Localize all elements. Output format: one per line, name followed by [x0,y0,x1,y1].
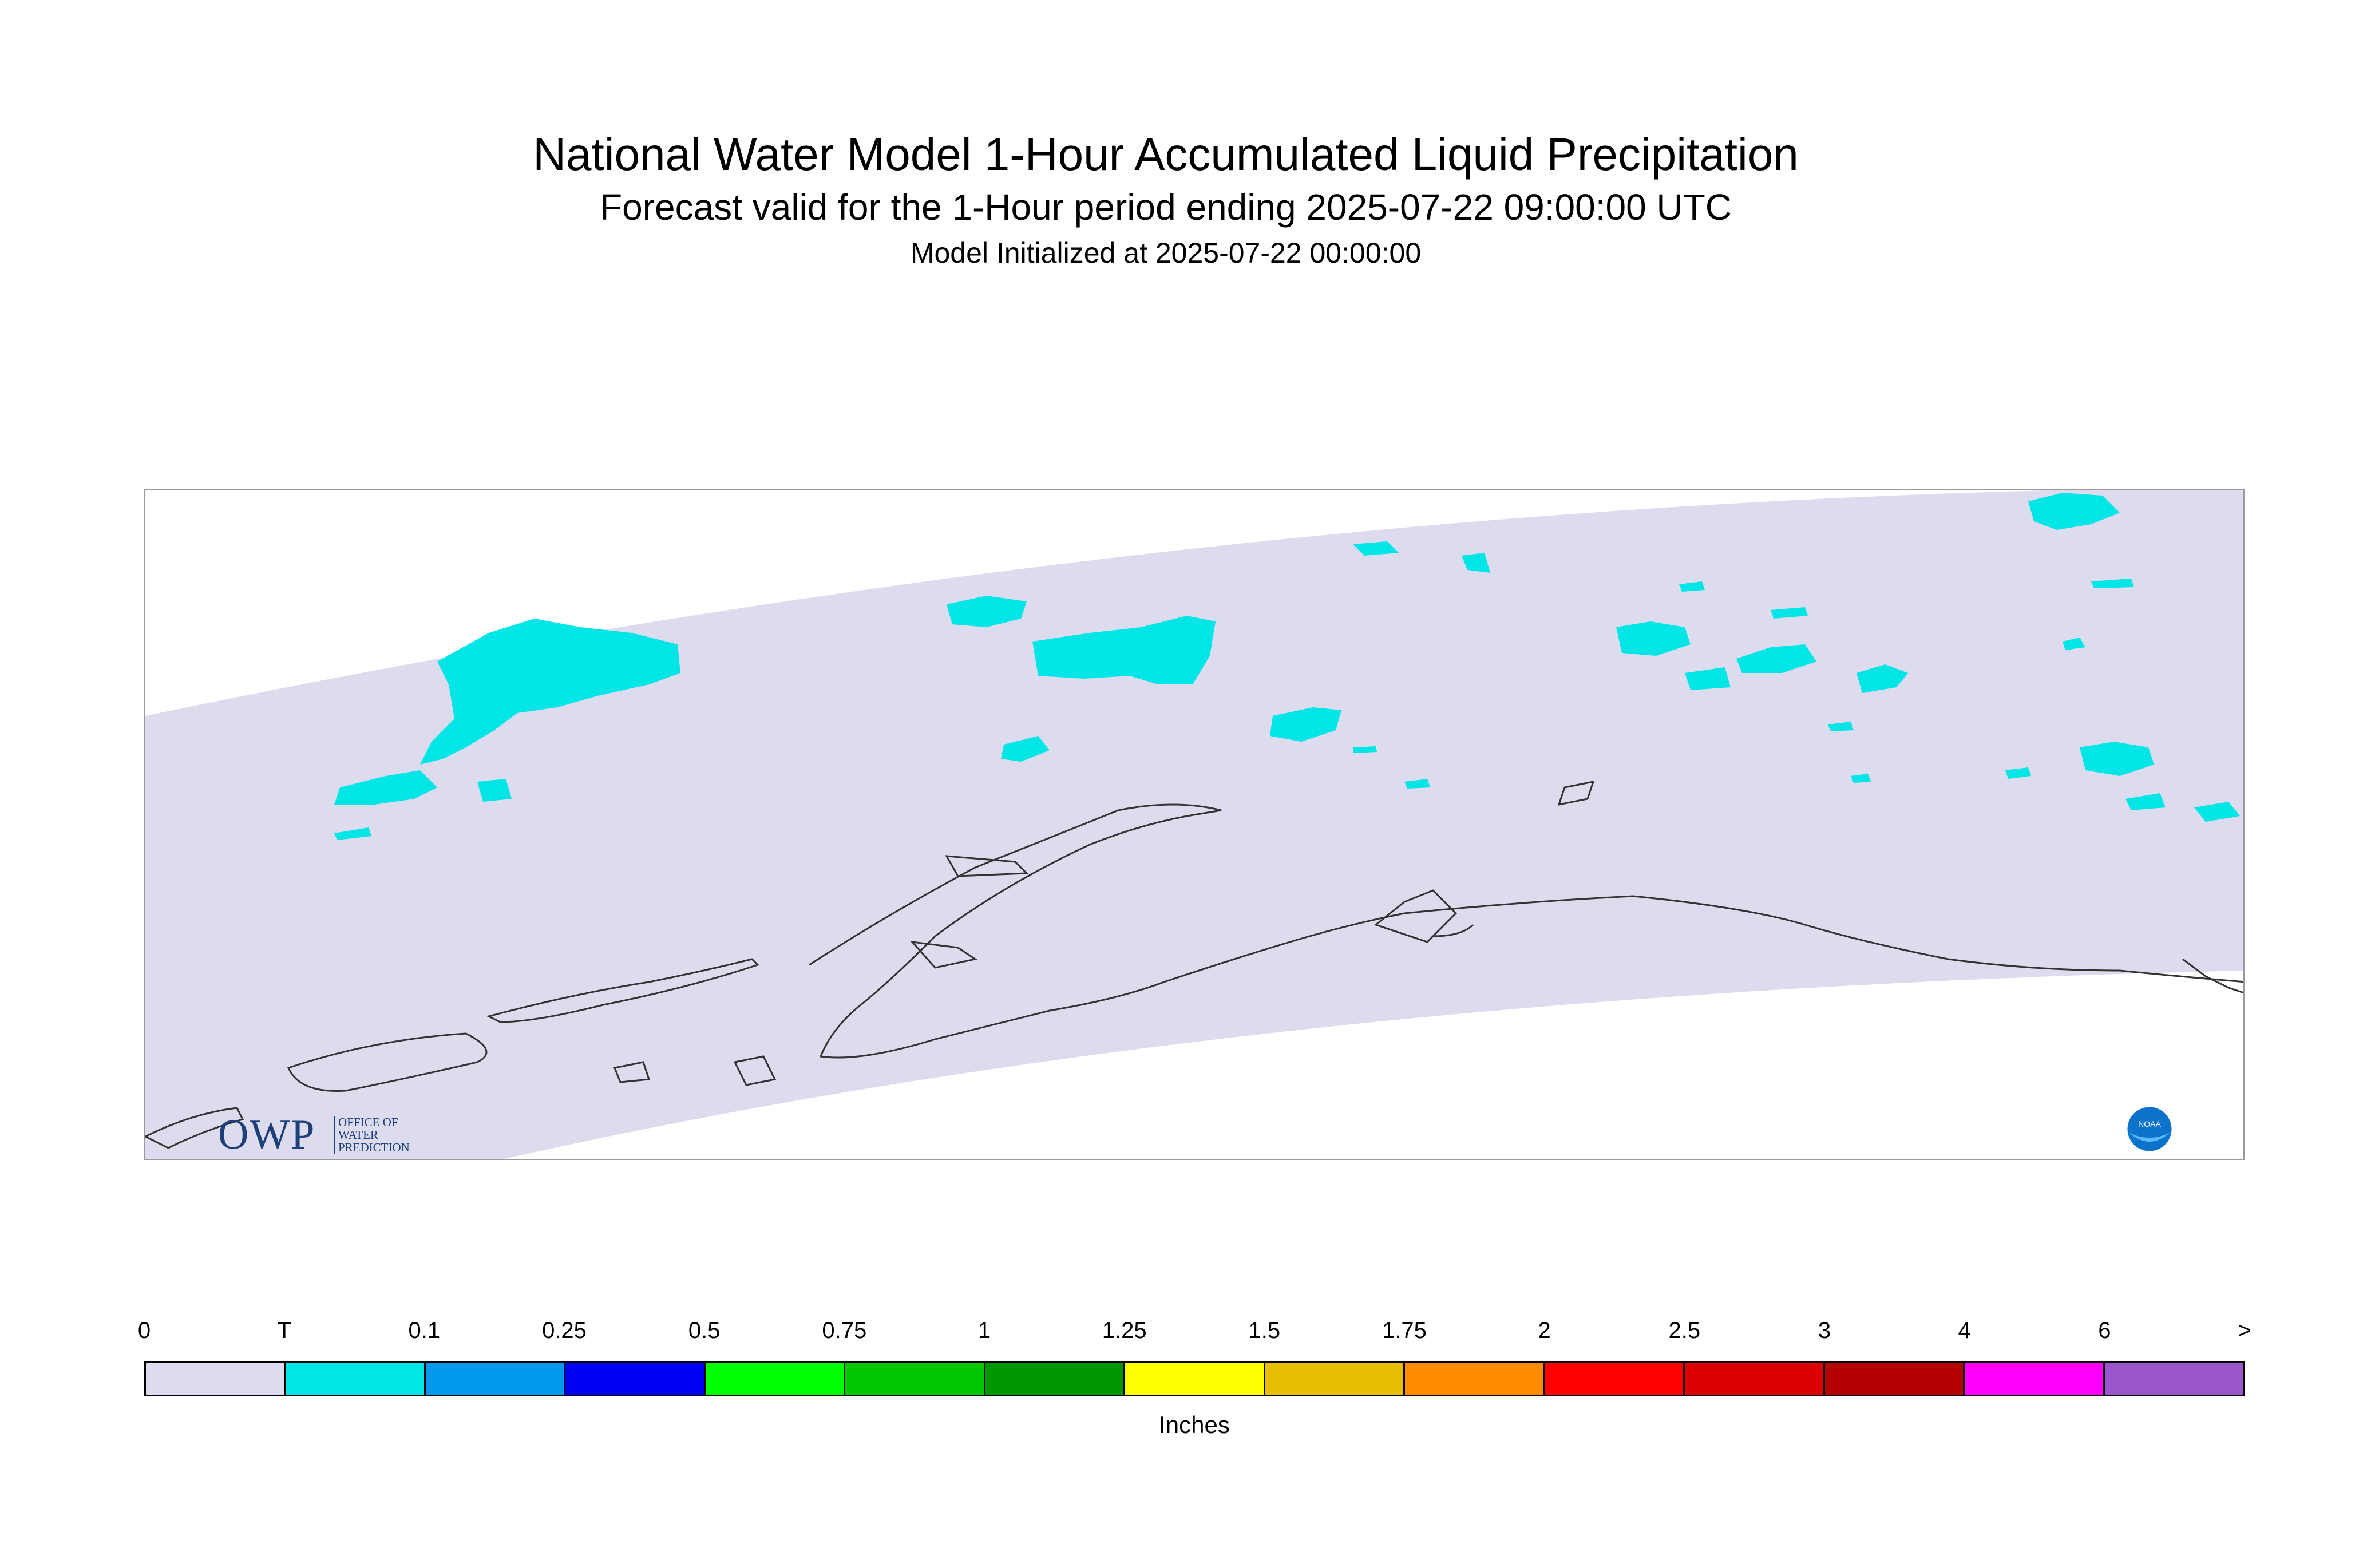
legend-swatch [1125,1363,1265,1395]
owp-logo-text: OWP [218,1111,316,1158]
legend-swatch [1824,1363,1965,1395]
precip-area [334,770,437,805]
precip-area [1270,707,1341,742]
legend-tick-label: 2 [1538,1318,1551,1343]
coastline [1557,781,1595,806]
coastline [486,958,759,1023]
precip-area [1828,722,1854,731]
model-domain [145,490,2243,1159]
legend-tick-label: T [277,1318,291,1343]
precip-area [1679,581,1705,592]
precip-area [2194,802,2240,822]
legend-tick-label: 0.5 [688,1318,721,1343]
legend-tick-label: > [2238,1318,2251,1343]
coastline [287,1032,488,1092]
precip-area [1771,607,1808,619]
precip-area [1462,553,1490,573]
legend-tick-label: 0.75 [822,1318,867,1343]
coastline [945,855,1029,877]
legend-swatch [985,1363,1126,1395]
coastline [2182,958,2243,994]
legend-tick-label: 1.25 [1102,1318,1147,1343]
forecast-valid-subtitle: Forecast valid for the 1-Hour period end… [599,187,1732,228]
coastline [910,941,977,969]
legend-tick-label: 1.5 [1248,1318,1281,1343]
legend-tick-label: 0.25 [542,1318,587,1343]
precip-area [1851,774,1871,783]
legend-swatch [1545,1363,1685,1395]
precip-area [420,619,680,765]
legend-color-bar [144,1361,2245,1396]
legend-swatch [845,1363,985,1395]
legend-swatch [146,1363,286,1395]
precip-area [2028,493,2120,530]
precip-area [947,596,1027,627]
precip-area [2005,767,2031,779]
legend-tick-label: 0.1 [408,1318,441,1343]
noaa-logo: NOAA [2125,1105,2174,1153]
legend-tick-label: 3 [1818,1318,1831,1343]
precip-area [1685,667,1731,690]
precip-areas [334,493,2240,840]
legend-tick-label: 2.5 [1668,1318,1701,1343]
precip-area [1404,779,1430,789]
legend-swatch [1965,1363,2105,1395]
precip-area [477,779,512,802]
precip-area [1616,621,1691,656]
map-panel: OWP OFFICE OF WATER PREDICTION NOAA [144,489,2245,1160]
legend-units-label: Inches [1159,1411,1230,1438]
coastline [145,1107,244,1149]
precip-area [1032,616,1216,684]
owp-logo-subtext: OFFICE OF WATER PREDICTION [334,1116,430,1154]
legend-tick-label: 1 [977,1318,991,1343]
legend-tick-label: 1.75 [1382,1318,1427,1343]
coastlines [145,781,2243,1149]
precip-area [1353,746,1377,753]
precip-area [2080,742,2154,776]
precip-area [1353,541,1399,556]
coastline [613,1061,651,1083]
legend-swatch [425,1363,566,1395]
legend-tick-label: 0 [137,1318,151,1343]
legend-swatch [1265,1363,1406,1395]
noaa-logo-text: NOAA [2138,1119,2161,1129]
precip-area [2125,793,2166,810]
precip-area [334,827,371,840]
model-init-subtitle: Model Initialized at 2025-07-22 00:00:00 [910,237,1422,269]
legend-swatch [1685,1363,1825,1395]
legend-swatch [1405,1363,1545,1395]
precip-area [1001,736,1050,762]
legend-swatch [705,1363,846,1395]
legend-swatch [286,1363,426,1395]
legend-swatch [565,1363,706,1395]
map-canvas [145,490,2243,1159]
precip-area [2063,638,2085,650]
precip-area [2091,579,2134,588]
coastline [809,803,2243,1059]
map-title: National Water Model 1-Hour Accumulated … [533,129,1799,180]
legend-swatch [2104,1363,2243,1395]
legend-tick-label: 4 [1958,1318,1971,1343]
coastline [1373,889,1474,943]
coastline [733,1055,777,1086]
legend-tick-label: 6 [2098,1318,2111,1343]
precip-area [1857,664,1908,693]
precip-area [1736,644,1816,673]
